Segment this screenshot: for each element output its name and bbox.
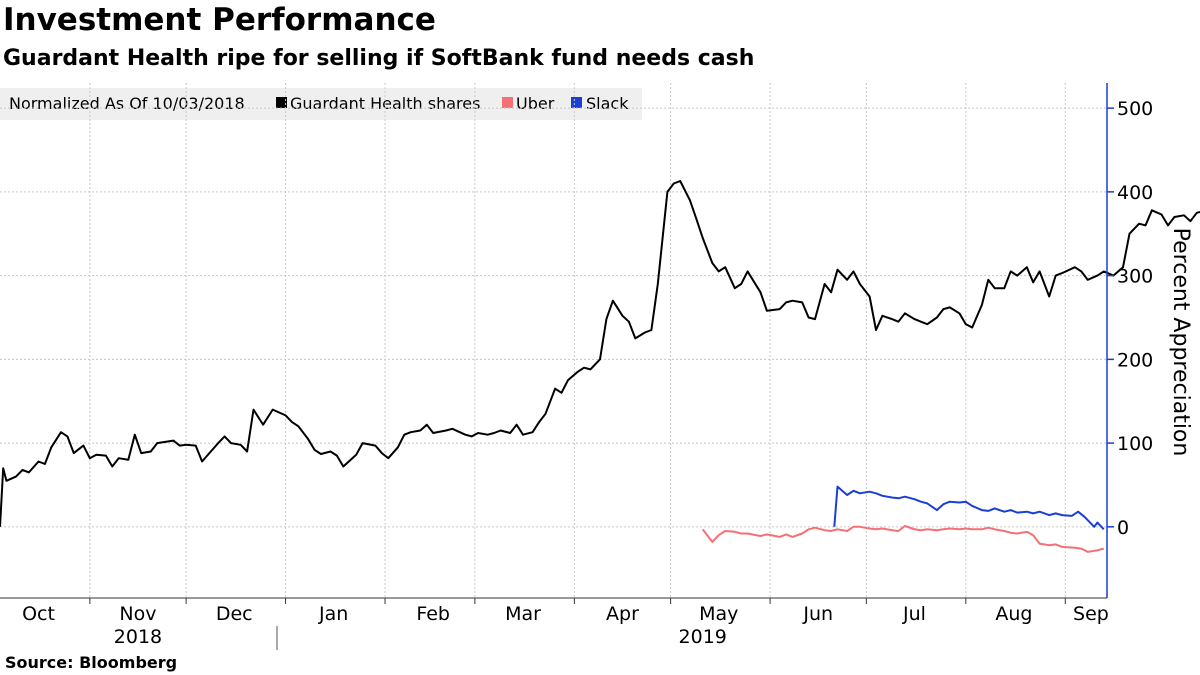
y-tick-label: 200 — [1117, 349, 1153, 371]
chart-subtitle: Guardant Health ripe for selling if Soft… — [3, 46, 755, 71]
legend-swatch-3 — [571, 97, 582, 108]
legend-label-3: Slack — [586, 94, 629, 113]
year-label: 2018 — [114, 626, 162, 648]
x-tick-label: Mar — [505, 603, 541, 625]
y-tick-label: 400 — [1117, 182, 1153, 204]
y-axis-label: Percent Appreciation — [1168, 228, 1193, 457]
x-tick-label: Oct — [22, 603, 55, 625]
legend-swatch-2 — [502, 97, 513, 108]
legend-label-2: Uber — [516, 94, 555, 113]
x-tick-label: May — [699, 603, 738, 625]
legend-background — [0, 88, 642, 120]
series-line-2 — [701, 525, 1105, 553]
x-tick-label: Aug — [995, 603, 1032, 625]
gridlines — [0, 83, 1107, 598]
series-lines — [0, 180, 1200, 553]
legend-swatch-1 — [276, 97, 287, 108]
y-tick-label: 100 — [1117, 433, 1153, 455]
x-tick-label: Jan — [318, 603, 348, 625]
x-tick-label: Jun — [802, 603, 833, 625]
y-tick-label: 0 — [1117, 517, 1129, 539]
series-line-3 — [833, 485, 1105, 530]
chart-title: Investment Performance — [3, 2, 436, 38]
year-label: 2019 — [679, 626, 727, 648]
x-tick-label: Dec — [216, 603, 253, 625]
legend-prefix: Normalized As Of 10/03/2018 — [9, 94, 245, 113]
x-tick-label: Sep — [1073, 603, 1109, 625]
x-tick-label: Nov — [119, 603, 156, 625]
x-tick-label: Feb — [416, 603, 450, 625]
x-tick-label: Jul — [902, 603, 926, 625]
x-tick-label: Apr — [606, 603, 639, 625]
series-line-1 — [0, 180, 1200, 527]
y-tick-label: 500 — [1117, 98, 1153, 120]
y-tick-label: 300 — [1117, 266, 1153, 288]
source-note: Source: Bloomberg — [5, 653, 178, 672]
axes: 0 100 200 300 400 500 Oct Nov Dec Jan Feb Mar Apr May… — [0, 83, 1153, 650]
